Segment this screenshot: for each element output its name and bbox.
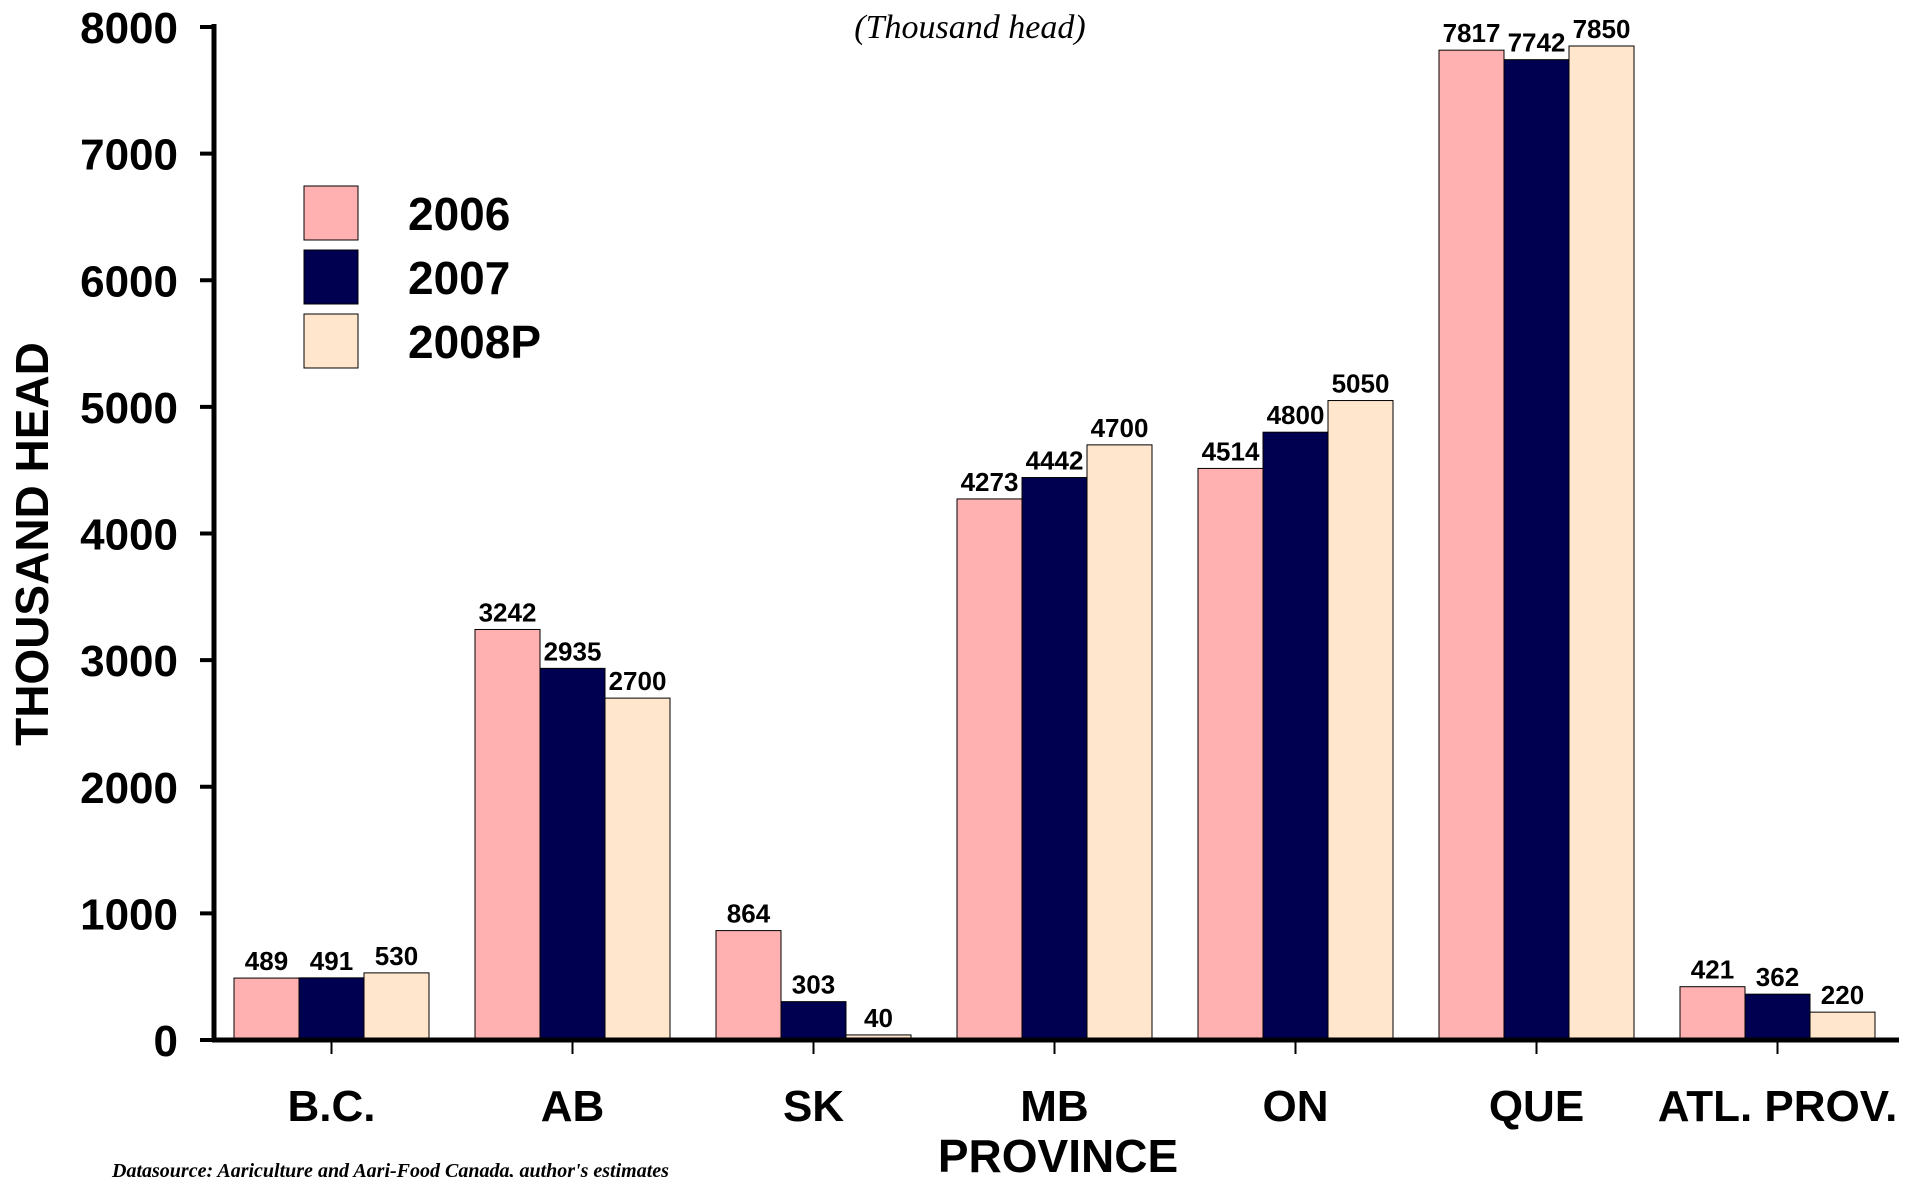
bar-b-c-2007 <box>298 977 365 1041</box>
data-label-ab-2006: 3242 <box>479 597 537 627</box>
data-source-note: Datasource: Agriculture and Agri-Food Ca… <box>111 1160 669 1177</box>
chart-subtitle: (Thousand head) <box>854 9 1085 46</box>
x-tick-label: MB <box>1020 1082 1088 1131</box>
data-label-on-2008p: 5050 <box>1332 369 1390 399</box>
y-tick-label: 1000 <box>80 890 178 939</box>
x-axis-ticks: B.C. AB SK MB ON QUE ATL. PROV. <box>288 1040 1898 1131</box>
bar-mb-2006 <box>956 498 1023 1041</box>
data-label-b-c-2007: 491 <box>310 946 353 976</box>
data-label-ab-2008p: 2700 <box>609 666 667 696</box>
data-label-mb-2006: 4273 <box>961 467 1019 497</box>
data-label-sk-2007: 303 <box>792 970 835 1000</box>
bar-on-2008p <box>1327 400 1394 1041</box>
bar-ab-2008p <box>604 697 671 1041</box>
data-label-mb-2008p: 4700 <box>1091 413 1149 443</box>
bar-ab-2007 <box>539 667 606 1041</box>
bar-que-2007 <box>1503 59 1570 1041</box>
data-label-b-c-2008p: 530 <box>375 941 418 971</box>
bar-b-c-2006 <box>233 977 300 1041</box>
data-label-b-c-2006: 489 <box>245 946 288 976</box>
bar-sk-2007 <box>780 1001 847 1041</box>
legend-label-2006: 2006 <box>408 188 510 240</box>
bar-mb-2008p <box>1086 444 1153 1041</box>
data-label-que-2007: 7742 <box>1508 28 1566 58</box>
data-label-on-2007: 4800 <box>1267 400 1325 430</box>
bar-on-2007 <box>1262 431 1329 1041</box>
bar-sk-2006 <box>715 930 782 1041</box>
y-tick-label: 2000 <box>80 764 178 813</box>
data-label-ab-2007: 2935 <box>544 636 602 666</box>
x-axis-title: PROVINCE <box>938 1130 1178 1177</box>
bar-atl-prov-2008p <box>1809 1011 1876 1041</box>
legend-label-2007: 2007 <box>408 252 510 304</box>
bar-b-c-2008p <box>363 972 430 1041</box>
y-axis-title: THOUSAND HEAD <box>6 342 58 746</box>
y-tick-label: 3000 <box>80 637 178 686</box>
y-tick-label: 8000 <box>80 4 178 53</box>
data-label-atl-prov-2006: 421 <box>1691 955 1734 985</box>
data-label-que-2006: 7817 <box>1443 18 1501 48</box>
bars-group <box>233 45 1876 1041</box>
bar-on-2006 <box>1197 467 1264 1041</box>
data-label-que-2008p: 7850 <box>1573 14 1631 44</box>
data-label-mb-2007: 4442 <box>1026 446 1084 476</box>
bar-que-2006 <box>1438 49 1505 1041</box>
x-tick-label: ON <box>1263 1082 1329 1131</box>
legend-swatch-2008p <box>303 313 359 369</box>
data-label-sk-2008p: 40 <box>864 1003 893 1033</box>
legend: 2006 2007 2008P <box>303 185 541 369</box>
y-axis-ticks: 0 1000 2000 3000 4000 5000 6000 7000 8000 <box>80 4 214 1066</box>
bar-atl-prov-2007 <box>1744 993 1811 1041</box>
x-tick-label: SK <box>783 1082 844 1131</box>
bar-ab-2006 <box>474 628 541 1041</box>
x-tick-label: QUE <box>1489 1082 1584 1131</box>
y-tick-label: 4000 <box>80 511 178 560</box>
y-tick-label: 0 <box>154 1017 178 1066</box>
y-tick-label: 7000 <box>80 131 178 180</box>
data-label-sk-2006: 864 <box>727 899 771 929</box>
data-label-atl-prov-2007: 362 <box>1756 962 1799 992</box>
x-tick-label: ATL. PROV. <box>1658 1082 1898 1131</box>
y-tick-label: 6000 <box>80 257 178 306</box>
x-tick-label: AB <box>541 1082 605 1131</box>
y-tick-label: 5000 <box>80 384 178 433</box>
bar-mb-2007 <box>1021 477 1088 1041</box>
bar-atl-prov-2006 <box>1679 986 1746 1041</box>
legend-swatch-2007 <box>303 249 359 305</box>
bar-que-2008p <box>1568 45 1635 1041</box>
x-tick-label: B.C. <box>288 1082 376 1131</box>
legend-swatch-2006 <box>303 185 359 241</box>
data-label-atl-prov-2008p: 220 <box>1821 980 1864 1010</box>
legend-label-2008p: 2008P <box>408 316 541 368</box>
data-label-on-2006: 4514 <box>1202 436 1260 466</box>
